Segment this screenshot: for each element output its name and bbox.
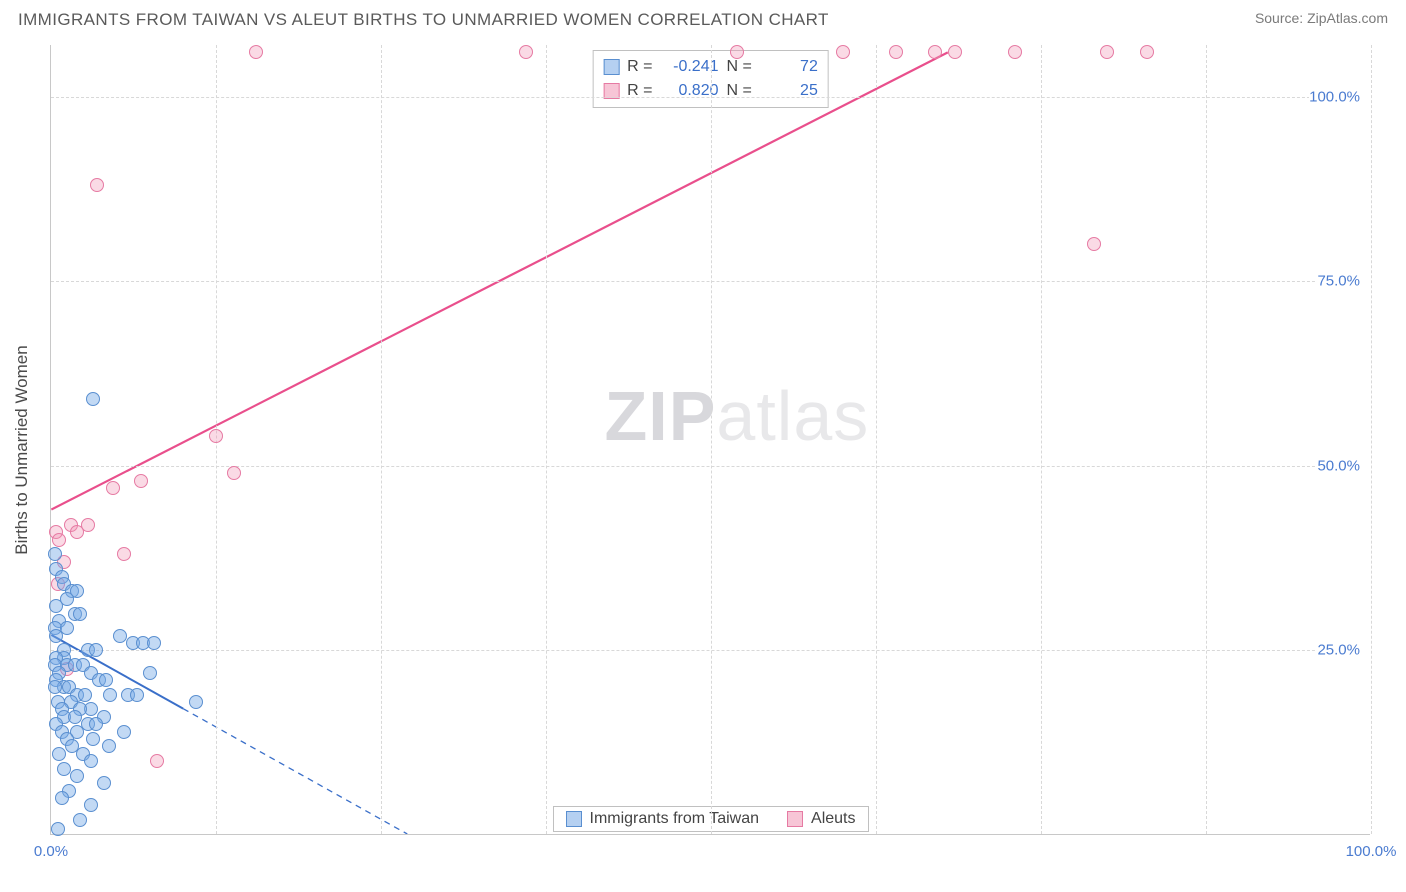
- y-tick-label: 75.0%: [1317, 273, 1372, 290]
- plot-area: ZIPatlas R = -0.241 N = 72 R = 0.820 N =…: [50, 45, 1370, 835]
- data-point-blue[interactable]: [48, 547, 62, 561]
- data-point-pink[interactable]: [1100, 45, 1114, 59]
- data-point-blue[interactable]: [189, 695, 203, 709]
- legend-item-pink[interactable]: Aleuts: [787, 810, 855, 828]
- data-point-blue[interactable]: [89, 717, 103, 731]
- watermark-atlas: atlas: [716, 377, 869, 455]
- data-point-pink[interactable]: [1087, 237, 1101, 251]
- data-point-pink[interactable]: [227, 466, 241, 480]
- data-point-pink[interactable]: [90, 178, 104, 192]
- legend-item-blue[interactable]: Immigrants from Taiwan: [566, 810, 760, 828]
- data-point-pink[interactable]: [150, 754, 164, 768]
- data-point-blue[interactable]: [68, 710, 82, 724]
- data-point-pink[interactable]: [730, 45, 744, 59]
- y-tick-label: 100.0%: [1309, 88, 1372, 105]
- r-label: R =: [627, 79, 652, 103]
- n-value-blue: 72: [760, 55, 818, 79]
- data-point-pink[interactable]: [1140, 45, 1154, 59]
- gridline-v: [381, 45, 382, 834]
- data-point-blue[interactable]: [143, 666, 157, 680]
- watermark-zip: ZIP: [604, 377, 716, 455]
- data-point-blue[interactable]: [99, 673, 113, 687]
- page-title: IMMIGRANTS FROM TAIWAN VS ALEUT BIRTHS T…: [18, 10, 829, 30]
- data-point-blue[interactable]: [78, 688, 92, 702]
- swatch-blue-icon: [566, 811, 582, 827]
- data-point-pink[interactable]: [948, 45, 962, 59]
- data-point-blue[interactable]: [89, 643, 103, 657]
- x-tick-label: 0.0%: [34, 843, 68, 860]
- data-point-blue[interactable]: [84, 798, 98, 812]
- r-value-blue: -0.241: [661, 55, 719, 79]
- data-point-pink[interactable]: [889, 45, 903, 59]
- data-point-blue[interactable]: [147, 636, 161, 650]
- correlation-chart: Births to Unmarried Women ZIPatlas R = -…: [0, 40, 1406, 860]
- data-point-pink[interactable]: [81, 518, 95, 532]
- x-tick-label: 100.0%: [1346, 843, 1397, 860]
- y-axis-label: Births to Unmarried Women: [12, 345, 32, 554]
- r-label: R =: [627, 55, 652, 79]
- legend-label-blue: Immigrants from Taiwan: [590, 810, 760, 828]
- data-point-blue[interactable]: [51, 822, 65, 836]
- data-point-blue[interactable]: [52, 747, 66, 761]
- data-point-pink[interactable]: [209, 429, 223, 443]
- data-point-blue[interactable]: [86, 392, 100, 406]
- data-point-blue[interactable]: [73, 813, 87, 827]
- data-point-pink[interactable]: [836, 45, 850, 59]
- data-point-blue[interactable]: [86, 732, 100, 746]
- swatch-pink-icon: [787, 811, 803, 827]
- data-point-blue[interactable]: [49, 599, 63, 613]
- y-tick-label: 50.0%: [1317, 457, 1372, 474]
- data-point-pink[interactable]: [117, 547, 131, 561]
- source-prefix: Source:: [1255, 10, 1307, 26]
- gridline-v: [1206, 45, 1207, 834]
- data-point-blue[interactable]: [113, 629, 127, 643]
- r-value-pink: 0.820: [661, 79, 719, 103]
- data-point-pink[interactable]: [134, 474, 148, 488]
- data-point-pink[interactable]: [1008, 45, 1022, 59]
- n-value-pink: 25: [760, 79, 818, 103]
- gridline-v: [1041, 45, 1042, 834]
- data-point-blue[interactable]: [48, 680, 62, 694]
- swatch-blue-icon: [603, 59, 619, 75]
- gridline-v: [876, 45, 877, 834]
- watermark: ZIPatlas: [604, 376, 869, 456]
- n-label: N =: [727, 79, 752, 103]
- data-point-pink[interactable]: [249, 45, 263, 59]
- source-attribution: Source: ZipAtlas.com: [1255, 10, 1388, 26]
- data-point-blue[interactable]: [84, 754, 98, 768]
- data-point-pink[interactable]: [519, 45, 533, 59]
- data-point-blue[interactable]: [130, 688, 144, 702]
- data-point-blue[interactable]: [55, 791, 69, 805]
- gridline-v: [711, 45, 712, 834]
- source-link[interactable]: ZipAtlas.com: [1307, 10, 1388, 26]
- data-point-blue[interactable]: [57, 762, 71, 776]
- data-point-blue[interactable]: [97, 776, 111, 790]
- gridline-v: [546, 45, 547, 834]
- data-point-blue[interactable]: [70, 769, 84, 783]
- y-tick-label: 25.0%: [1317, 642, 1372, 659]
- legend-label-pink: Aleuts: [811, 810, 855, 828]
- data-point-blue[interactable]: [103, 688, 117, 702]
- gridline-v: [1371, 45, 1372, 834]
- data-point-pink[interactable]: [928, 45, 942, 59]
- data-point-pink[interactable]: [52, 533, 66, 547]
- data-point-blue[interactable]: [73, 607, 87, 621]
- data-point-pink[interactable]: [106, 481, 120, 495]
- data-point-blue[interactable]: [102, 739, 116, 753]
- data-point-blue[interactable]: [117, 725, 131, 739]
- data-point-blue[interactable]: [60, 621, 74, 635]
